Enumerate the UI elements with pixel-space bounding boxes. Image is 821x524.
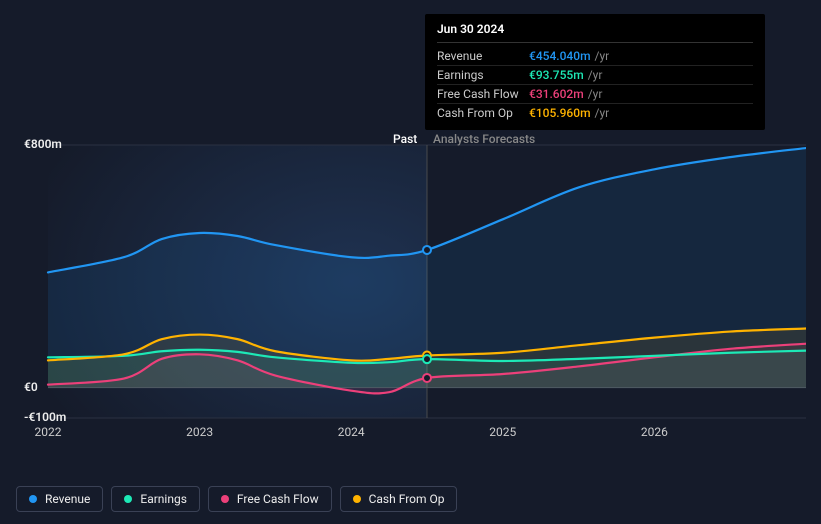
tooltip-rows: Revenue€454.040m/yrEarnings€93.755m/yrFr…	[437, 47, 753, 122]
tooltip-unit: /yr	[595, 106, 610, 120]
tooltip-label: Cash From Op	[437, 106, 529, 120]
tooltip-label: Revenue	[437, 49, 529, 63]
tooltip-value: €105.960m	[529, 106, 591, 120]
legend-dot	[353, 495, 361, 503]
legend-item-revenue[interactable]: Revenue	[16, 486, 103, 512]
legend-dot	[29, 495, 37, 503]
tooltip-value: €93.755m	[529, 68, 584, 82]
legend-label: Earnings	[140, 492, 187, 506]
tooltip-row: Cash From Op€105.960m/yr	[437, 104, 753, 122]
y-axis-label: €0	[24, 380, 38, 394]
tooltip-row: Revenue€454.040m/yr	[437, 47, 753, 66]
tooltip-label: Earnings	[437, 68, 529, 82]
tooltip-value: €31.602m	[529, 87, 584, 101]
tooltip-row: Earnings€93.755m/yr	[437, 66, 753, 85]
tooltip-row: Free Cash Flow€31.602m/yr	[437, 85, 753, 104]
forecast-label: Analysts Forecasts	[433, 132, 535, 146]
x-axis-label: 2026	[641, 425, 668, 439]
tooltip-unit: /yr	[588, 87, 603, 101]
tooltip-title: Jun 30 2024	[437, 22, 753, 43]
past-label: Past	[393, 132, 417, 146]
y-axis-label: -€100m	[24, 410, 66, 424]
legend-label: Revenue	[45, 492, 90, 506]
tooltip-unit: /yr	[595, 49, 610, 63]
x-axis-label: 2024	[338, 425, 365, 439]
legend-dot	[221, 495, 229, 503]
legend-label: Cash From Op	[369, 492, 445, 506]
x-axis-label: 2022	[35, 425, 62, 439]
tooltip-label: Free Cash Flow	[437, 87, 529, 101]
x-axis-label: 2023	[186, 425, 213, 439]
x-axis-label: 2025	[489, 425, 516, 439]
legend: Revenue Earnings Free Cash Flow Cash From O…	[16, 486, 457, 512]
chart-area[interactable]: Past Analysts Forecasts €800m€0-€100m202…	[16, 125, 806, 445]
y-axis-label: €800m	[24, 137, 62, 151]
tooltip-value: €454.040m	[529, 49, 591, 63]
tooltip-unit: /yr	[588, 68, 603, 82]
chart-svg	[16, 125, 806, 455]
legend-dot	[124, 495, 132, 503]
hover-tooltip: Jun 30 2024 Revenue€454.040m/yrEarnings€…	[425, 14, 765, 130]
legend-label: Free Cash Flow	[237, 492, 319, 506]
legend-item-earnings[interactable]: Earnings	[111, 486, 200, 512]
legend-item-cash_from_op[interactable]: Cash From Op	[340, 486, 458, 512]
legend-item-free_cash_flow[interactable]: Free Cash Flow	[208, 486, 332, 512]
